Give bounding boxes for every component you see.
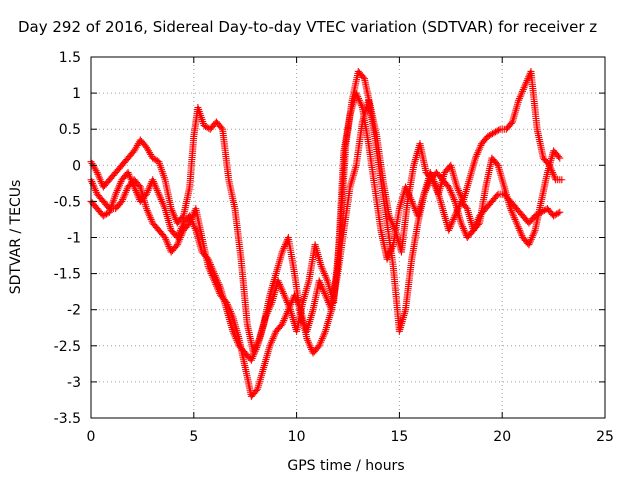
- y-tick-label: 0.5: [59, 122, 81, 138]
- series-2: [87, 89, 564, 364]
- data-point: [558, 176, 566, 184]
- series-1: [87, 96, 564, 400]
- y-tick-label: -1: [67, 231, 81, 247]
- chart-title: Day 292 of 2016, Sidereal Day-to-day VTE…: [18, 18, 597, 36]
- y-tick-label: -2.5: [54, 339, 81, 355]
- data-point: [152, 156, 160, 164]
- x-axis-label: GPS time / hours: [287, 458, 404, 474]
- x-tick-label: 15: [390, 429, 408, 445]
- x-tick-label: 25: [596, 429, 614, 445]
- y-tick-label: 1.5: [59, 50, 81, 66]
- y-tick-label: -3: [67, 375, 81, 391]
- x-tick-label: 0: [87, 429, 96, 445]
- data-point: [178, 213, 186, 221]
- series-0: [87, 67, 566, 357]
- axis-ticks: 0 5 10 15 20 25 -3.5 -3 -2.5 -2 -1.5 -1 -0.5 0 0.5 1 1.5: [54, 50, 614, 445]
- data-point: [495, 126, 503, 134]
- x-tick-label: 10: [288, 429, 306, 445]
- y-tick-label: -1.5: [54, 267, 81, 283]
- x-tick-label: 5: [189, 429, 198, 445]
- data-point: [217, 124, 225, 132]
- y-tick-label: -3.5: [54, 411, 81, 427]
- data-points: [87, 67, 566, 400]
- data-point: [474, 221, 482, 229]
- data-point: [556, 208, 564, 216]
- data-point: [553, 210, 561, 218]
- data-point: [556, 154, 564, 162]
- y-tick-label: 0: [72, 158, 81, 174]
- data-point: [359, 73, 367, 81]
- y-tick-label: -0.5: [54, 194, 81, 210]
- y-tick-label: 1: [72, 86, 81, 102]
- data-point: [493, 192, 501, 200]
- data-point: [102, 210, 110, 218]
- y-tick-label: -2: [67, 303, 81, 319]
- y-axis-label: SDTVAR / TECUs: [8, 180, 24, 295]
- data-point: [555, 153, 563, 161]
- x-tick-label: 20: [493, 429, 511, 445]
- data-point: [554, 209, 562, 217]
